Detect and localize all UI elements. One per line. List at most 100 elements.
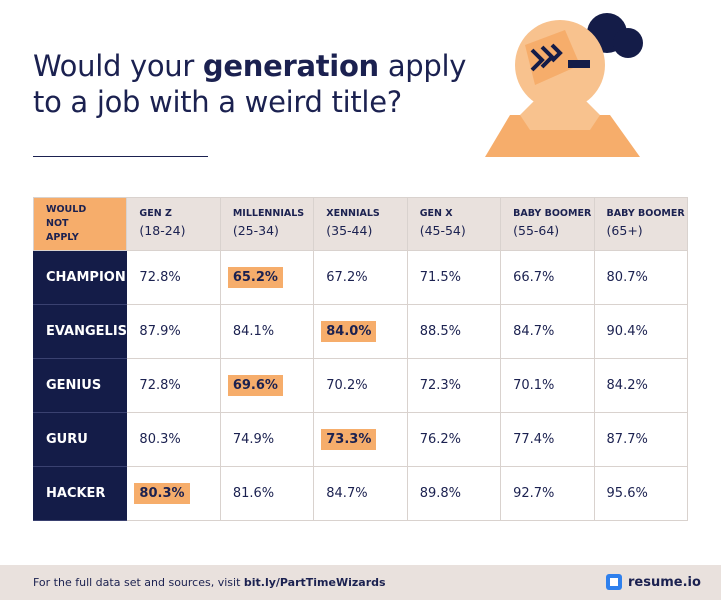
cell-value: 81.6%	[232, 486, 275, 501]
cell-value: 90.4%	[606, 324, 648, 339]
cell: 70.1%	[500, 358, 595, 413]
cell-value: 84.7%	[513, 324, 555, 339]
highlighted-value: 84.0%	[321, 321, 377, 342]
column-range: (45-54)	[419, 223, 466, 238]
divider	[33, 156, 208, 157]
cell-value: 72.8%	[139, 270, 181, 285]
column-range: (65+)	[606, 223, 643, 238]
column-header: BABY BOOMER (65+)	[593, 197, 689, 251]
cell-value: 84.1%	[232, 324, 275, 339]
cell: 84.7%	[313, 466, 408, 521]
title: Would your generation apply to a job with…	[33, 48, 466, 120]
column-name: GEN X	[419, 208, 453, 219]
cell-value: 84.7%	[326, 486, 368, 501]
cell: 88.5%	[406, 304, 502, 359]
highlighted-value: 69.6%	[227, 375, 283, 396]
table-row: GENIUS 72.8% 69.6% 70.2% 72.3% 70.1% 84.2%	[32, 358, 689, 413]
column-name: MILLENNIALS	[232, 208, 305, 219]
cell: 76.2%	[406, 412, 502, 467]
cell-value: 66.7%	[513, 270, 555, 285]
cell: 69.6%	[219, 358, 315, 413]
logo: resume.io	[606, 574, 701, 590]
corner-header: WOULD NOT APPLY	[32, 197, 128, 251]
cell-value: 95.6%	[606, 486, 648, 501]
knight-illustration	[485, 13, 643, 157]
cell-value: 87.9%	[139, 324, 181, 339]
cell: 67.2%	[313, 250, 408, 305]
title-text: to a job with a weird title?	[33, 85, 402, 119]
cell: 80.3%	[126, 466, 221, 521]
note-link: bit.ly/PartTimeWizards	[243, 576, 386, 589]
cell-value: 77.4%	[513, 432, 555, 447]
logo-icon	[606, 574, 622, 590]
column-range: (18-24)	[139, 223, 186, 238]
table-row: CHAMPION 72.8% 65.2% 67.2% 71.5% 66.7% 80.7%	[32, 250, 689, 305]
cell: 81.6%	[219, 466, 315, 521]
data-table: WOULD NOT APPLY GEN Z (18-24) MILLENNIALS (…	[32, 197, 689, 521]
cell: 92.7%	[500, 466, 595, 521]
footer-note: For the full data set and sources, visit…	[33, 576, 386, 589]
cell-value: 88.5%	[419, 324, 461, 339]
cell-value: 70.1%	[513, 378, 555, 393]
table-row: GURU 80.3% 74.9% 73.3% 76.2% 77.4% 87.7%	[32, 412, 689, 467]
title-text: Would your	[33, 49, 203, 83]
cell-value: 72.8%	[139, 378, 181, 393]
column-header: XENNIALS (35-44)	[313, 197, 408, 251]
row-label: GURU	[32, 412, 128, 467]
cell: 95.6%	[593, 466, 689, 521]
row-label: EVANGELIST	[32, 304, 136, 359]
column-name: BABY BOOMER	[606, 208, 685, 219]
column-range: (25-34)	[232, 223, 279, 238]
cell: 65.2%	[219, 250, 315, 305]
table-row: HACKER 80.3% 81.6% 84.7% 89.8% 92.7% 95.6%	[32, 466, 689, 521]
cell: 74.9%	[219, 412, 315, 467]
cell: 87.7%	[593, 412, 689, 467]
cell: 87.9%	[126, 304, 221, 359]
column-name: GEN Z	[139, 208, 172, 219]
cell-value: 84.2%	[606, 378, 648, 393]
cell: 73.3%	[313, 412, 408, 467]
logo-text: resume.io	[628, 574, 701, 590]
table-row: EVANGELIST 87.9% 84.1% 84.0% 88.5% 84.7% 90.4%	[32, 304, 689, 359]
cell: 77.4%	[500, 412, 595, 467]
cell-value: 80.3%	[139, 432, 181, 447]
footer: For the full data set and sources, visit…	[0, 565, 721, 600]
table-body: CHAMPION 72.8% 65.2% 67.2% 71.5% 66.7% 80.7% EV…	[32, 250, 689, 521]
cell: 90.4%	[593, 304, 689, 359]
row-label: HACKER	[32, 466, 128, 521]
row-label: GENIUS	[32, 358, 128, 413]
note-text: For the full data set and sources, visit	[33, 576, 244, 589]
cell: 84.0%	[313, 304, 408, 359]
highlighted-value: 80.3%	[134, 483, 190, 504]
highlighted-value: 73.3%	[321, 429, 377, 450]
row-label: CHAMPION	[32, 250, 128, 305]
cell: 72.3%	[406, 358, 502, 413]
column-range: (55-64)	[513, 223, 560, 238]
cell: 84.1%	[219, 304, 315, 359]
cell: 66.7%	[500, 250, 595, 305]
cell-value: 70.2%	[326, 378, 368, 393]
cell-value: 67.2%	[326, 270, 368, 285]
cell-value: 72.3%	[419, 378, 461, 393]
column-name: XENNIALS	[326, 208, 380, 219]
column-header: GEN Z (18-24)	[126, 197, 221, 251]
cell-value: 71.5%	[419, 270, 461, 285]
cell-value: 89.8%	[419, 486, 461, 501]
cell: 84.2%	[593, 358, 689, 413]
cell: 89.8%	[406, 466, 502, 521]
cell: 80.7%	[593, 250, 689, 305]
cell-value: 74.9%	[232, 432, 275, 447]
column-range: (35-44)	[326, 223, 373, 238]
title-text: apply	[378, 49, 467, 83]
cell-value: 76.2%	[419, 432, 461, 447]
column-name: BABY BOOMER	[513, 208, 592, 219]
cell: 72.8%	[126, 358, 221, 413]
cell: 70.2%	[313, 358, 408, 413]
cell-value: 80.7%	[606, 270, 648, 285]
highlighted-value: 65.2%	[227, 267, 283, 288]
cell: 72.8%	[126, 250, 221, 305]
title-bold: generation	[202, 49, 379, 83]
column-header: GEN X (45-54)	[406, 197, 502, 251]
header-row: WOULD NOT APPLY GEN Z (18-24) MILLENNIALS (…	[32, 197, 689, 251]
